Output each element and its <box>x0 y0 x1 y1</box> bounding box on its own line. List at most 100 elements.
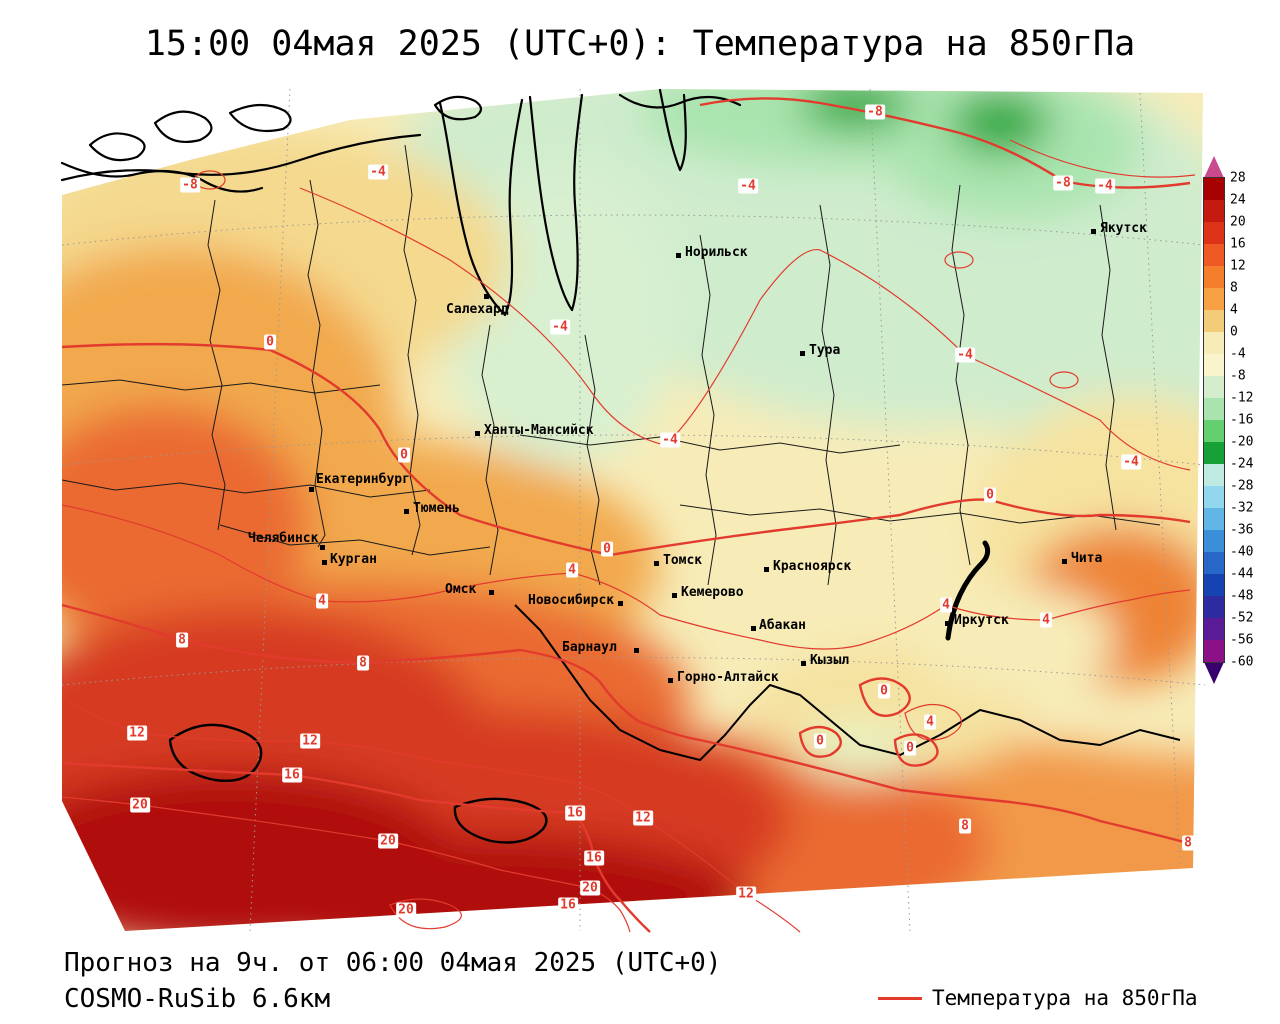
colorbar-tick: -60 <box>1230 654 1254 670</box>
contour-label: -8 <box>180 177 200 193</box>
colorbar-tick: -40 <box>1230 544 1254 560</box>
contour-label: 8 <box>959 818 971 834</box>
city-label: Тура <box>809 343 841 358</box>
colorbar-tick: -48 <box>1230 588 1254 604</box>
country-border <box>514 604 1181 761</box>
city-dot <box>800 351 805 356</box>
city-dot <box>668 678 673 683</box>
colorbar-tick: -16 <box>1230 412 1254 428</box>
city-dot <box>320 545 325 550</box>
colorbar-segment <box>1204 464 1224 486</box>
colorbar-segment <box>1204 596 1224 618</box>
contour-label: 0 <box>878 683 890 699</box>
city-label: Горно-Алтайск <box>677 670 779 685</box>
contour-label: -4 <box>955 347 975 363</box>
contour-label: -4 <box>1095 178 1115 194</box>
city-label: Челябинск <box>248 531 319 546</box>
colorbar-tick: -32 <box>1230 500 1254 516</box>
colorbar-tick: -36 <box>1230 522 1254 538</box>
contour-label: 16 <box>565 805 585 821</box>
colorbar-segment <box>1204 310 1224 332</box>
city-label: Курган <box>330 552 377 567</box>
model-info: COSMO-RuSib 6.6км <box>64 984 331 1014</box>
city-dot <box>1062 559 1067 564</box>
city-dot <box>1091 229 1096 234</box>
colorbar-segment <box>1204 288 1224 310</box>
contour-label: -8 <box>1053 175 1073 191</box>
contour-label: -4 <box>738 178 758 194</box>
colorbar-segment <box>1204 508 1224 530</box>
colorbar-tick: 24 <box>1230 192 1246 208</box>
contour-label: 12 <box>736 886 756 902</box>
contour-label: 4 <box>940 597 952 613</box>
contour-label: 8 <box>176 632 188 648</box>
colorbar-tick: 0 <box>1230 324 1238 340</box>
admin-borders <box>61 144 1161 586</box>
city-label: Тюмень <box>413 501 460 516</box>
colorbar-tick: 28 <box>1230 170 1246 186</box>
legend-line-sample <box>878 996 922 1000</box>
city-dot <box>475 431 480 436</box>
colorbar-tick: -44 <box>1230 566 1254 582</box>
contour-label: 0 <box>264 334 276 350</box>
colorbar-arrow-up-icon <box>1204 156 1224 178</box>
contour-label: 0 <box>398 447 410 463</box>
city-label: Барнаул <box>562 640 617 655</box>
colorbar-segment <box>1204 574 1224 596</box>
colorbar-arrow-down-icon <box>1204 662 1224 684</box>
contour-label: -8 <box>865 104 885 120</box>
colorbar-segments <box>1203 177 1225 663</box>
city-dot <box>322 560 327 565</box>
forecast-info: Прогноз на 9ч. от 06:00 04мая 2025 (UTC+… <box>64 948 722 978</box>
city-label: Абакан <box>759 618 806 633</box>
colorbar-segment <box>1204 442 1224 464</box>
city-label: Томск <box>663 553 703 568</box>
city-label: Кемерово <box>681 585 744 600</box>
legend: Температура на 850гПа <box>878 986 1198 1010</box>
contour-label: 0 <box>601 541 613 557</box>
colorbar-tick: -28 <box>1230 478 1254 494</box>
contour-label: 8 <box>1182 835 1194 851</box>
colorbar-segment <box>1204 640 1224 662</box>
contour-label: 4 <box>316 593 328 609</box>
contour-label: 20 <box>580 880 600 896</box>
contour-label: 0 <box>814 733 826 749</box>
colorbar-tick: 8 <box>1230 280 1238 296</box>
colorbar-segment <box>1204 552 1224 574</box>
contour-label: 20 <box>130 797 150 813</box>
city-label: Чита <box>1071 551 1103 566</box>
legend-label: Температура на 850гПа <box>932 986 1198 1010</box>
contour-label: 12 <box>127 725 147 741</box>
city-label: Салехард <box>446 302 509 317</box>
city-dot <box>751 626 756 631</box>
city-label: Якутск <box>1100 221 1147 236</box>
city-dot <box>618 601 623 606</box>
coastlines <box>60 88 742 317</box>
city-label: Ханты-Мансийск <box>484 423 594 438</box>
city-dot <box>654 561 659 566</box>
colorbar-tick: -12 <box>1230 390 1254 406</box>
city-dot <box>801 661 806 666</box>
city-dot <box>489 590 494 595</box>
contour-label: 0 <box>984 487 996 503</box>
contour-label: 12 <box>633 810 653 826</box>
city-label: Екатеринбург <box>316 472 410 487</box>
city-dot <box>672 593 677 598</box>
colorbar-tick: -24 <box>1230 456 1254 472</box>
city-label: Норильск <box>685 245 748 260</box>
city-label: Новосибирск <box>528 593 615 608</box>
contour-label: -4 <box>368 164 388 180</box>
city-label: Иркутск <box>954 613 1009 628</box>
city-dot <box>634 648 639 653</box>
contour-label: 20 <box>378 833 398 849</box>
city-dot <box>945 621 950 626</box>
contour-label: 12 <box>300 733 320 749</box>
colorbar-segment <box>1204 354 1224 376</box>
colorbar-segment <box>1204 618 1224 640</box>
city-dot <box>404 509 409 514</box>
colorbar-tick: 16 <box>1230 236 1246 252</box>
colorbar-segment <box>1204 178 1224 200</box>
colorbar-tick: 12 <box>1230 258 1246 274</box>
colorbar-segment <box>1204 266 1224 288</box>
contour-label: -4 <box>1121 454 1141 470</box>
